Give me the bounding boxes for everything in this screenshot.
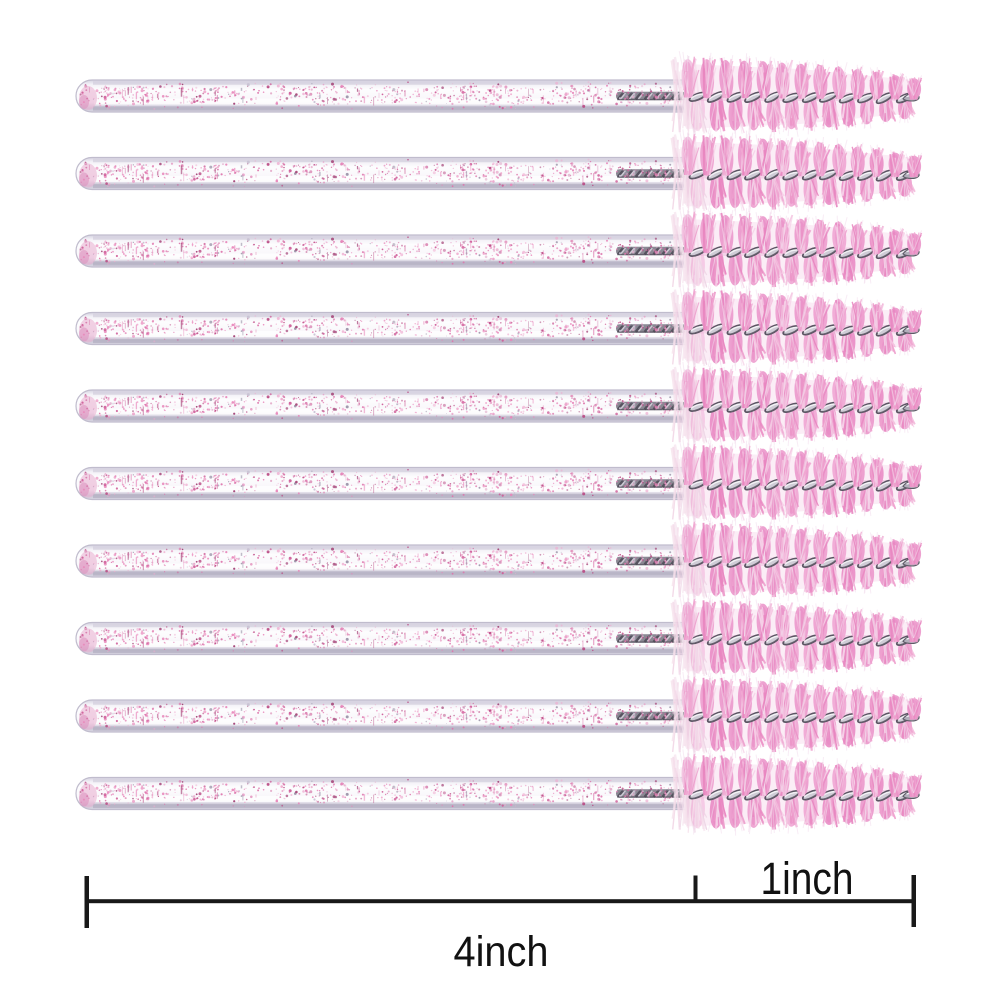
svg-text:4inch: 4inch — [454, 928, 549, 976]
svg-text:1inch: 1inch — [761, 853, 854, 904]
